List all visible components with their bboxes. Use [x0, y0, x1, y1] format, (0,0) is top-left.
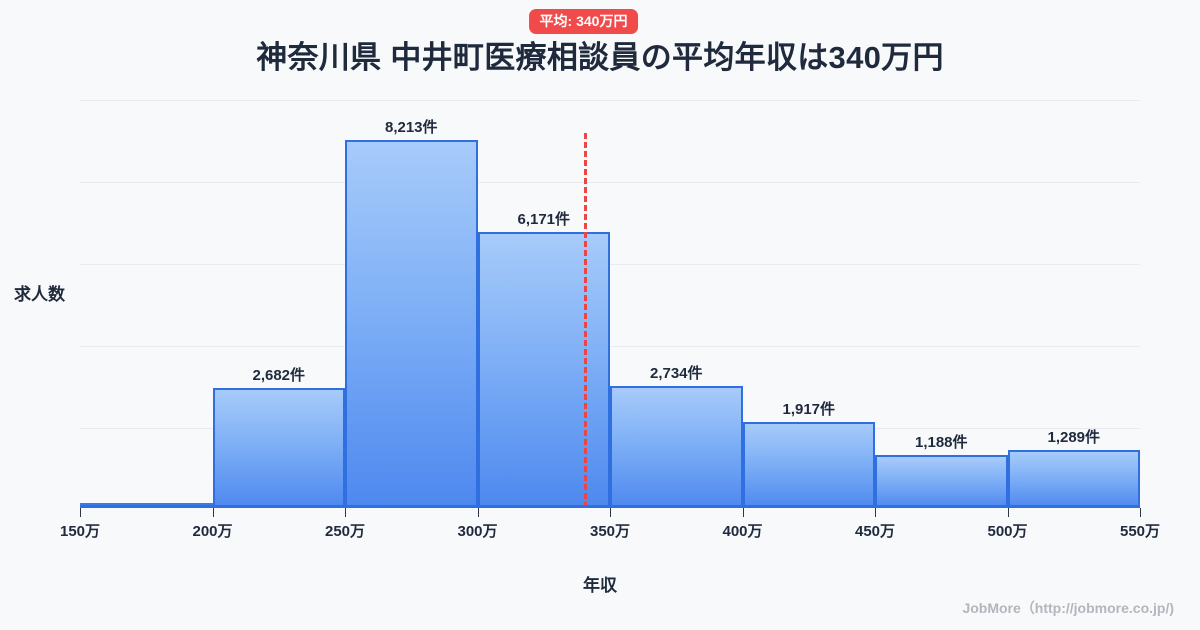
- page-title: 神奈川県 中井町医療相談員の平均年収は340万円: [256, 40, 944, 75]
- histogram-bar: [345, 140, 478, 508]
- x-axis-title: 年収: [583, 576, 617, 595]
- x-axis-tick: [742, 508, 744, 517]
- x-axis-tick-label: 300万: [457, 523, 498, 540]
- footer-credit: JobMore（http://jobmore.co.jp/): [962, 600, 1174, 616]
- y-axis-title: 求人数: [14, 285, 65, 304]
- histogram-bar: [742, 422, 875, 508]
- average-badge: 平均: 340万円: [528, 9, 639, 34]
- bar-value-label: 1,289件: [1047, 429, 1101, 447]
- x-axis-tick-label: 250万: [324, 523, 366, 540]
- histogram-bar: [610, 385, 743, 508]
- bar-value-label: 2,682件: [252, 366, 306, 384]
- x-axis-tick-label: 350万: [589, 523, 631, 540]
- histogram-bar: [212, 387, 345, 508]
- x-axis-tick-label: 150万: [59, 523, 101, 540]
- histogram-bar: [477, 231, 610, 508]
- x-axis-tick: [1007, 508, 1009, 517]
- average-line: [583, 133, 587, 508]
- bar-value-label: 8,213件: [384, 119, 438, 137]
- x-axis-tick: [1140, 508, 1141, 517]
- histogram-bar: [1007, 450, 1140, 508]
- bar-value-label: 6,171件: [517, 210, 571, 228]
- x-axis-tick: [610, 508, 611, 517]
- x-axis-tick: [80, 508, 81, 517]
- bar-value-label: 1,917件: [782, 401, 836, 419]
- x-axis-tick: [212, 508, 214, 517]
- x-axis-tick-label: 500万: [987, 523, 1028, 540]
- gridline: [80, 264, 1140, 265]
- x-axis-tick-label: 450万: [854, 523, 896, 540]
- gridline: [80, 182, 1140, 183]
- histogram-bar: [875, 454, 1008, 508]
- gridline: [80, 346, 1140, 347]
- bar-value-label: 2,734件: [649, 364, 703, 382]
- bar-value-label: 1,188件: [914, 433, 968, 451]
- x-axis-tick-label: 550万: [1119, 523, 1161, 540]
- x-axis-tick-label: 400万: [722, 523, 763, 540]
- plot-area: 2,682件 8,213件 6,171件 2,734件 1,917件 1,188件 1,28…: [80, 96, 1140, 508]
- gridline: [80, 100, 1140, 101]
- x-axis-tick: [875, 508, 876, 517]
- x-axis-tick-label: 200万: [192, 523, 233, 540]
- x-axis: [80, 505, 1140, 508]
- x-axis-tick: [477, 508, 479, 517]
- x-axis-tick: [345, 508, 346, 517]
